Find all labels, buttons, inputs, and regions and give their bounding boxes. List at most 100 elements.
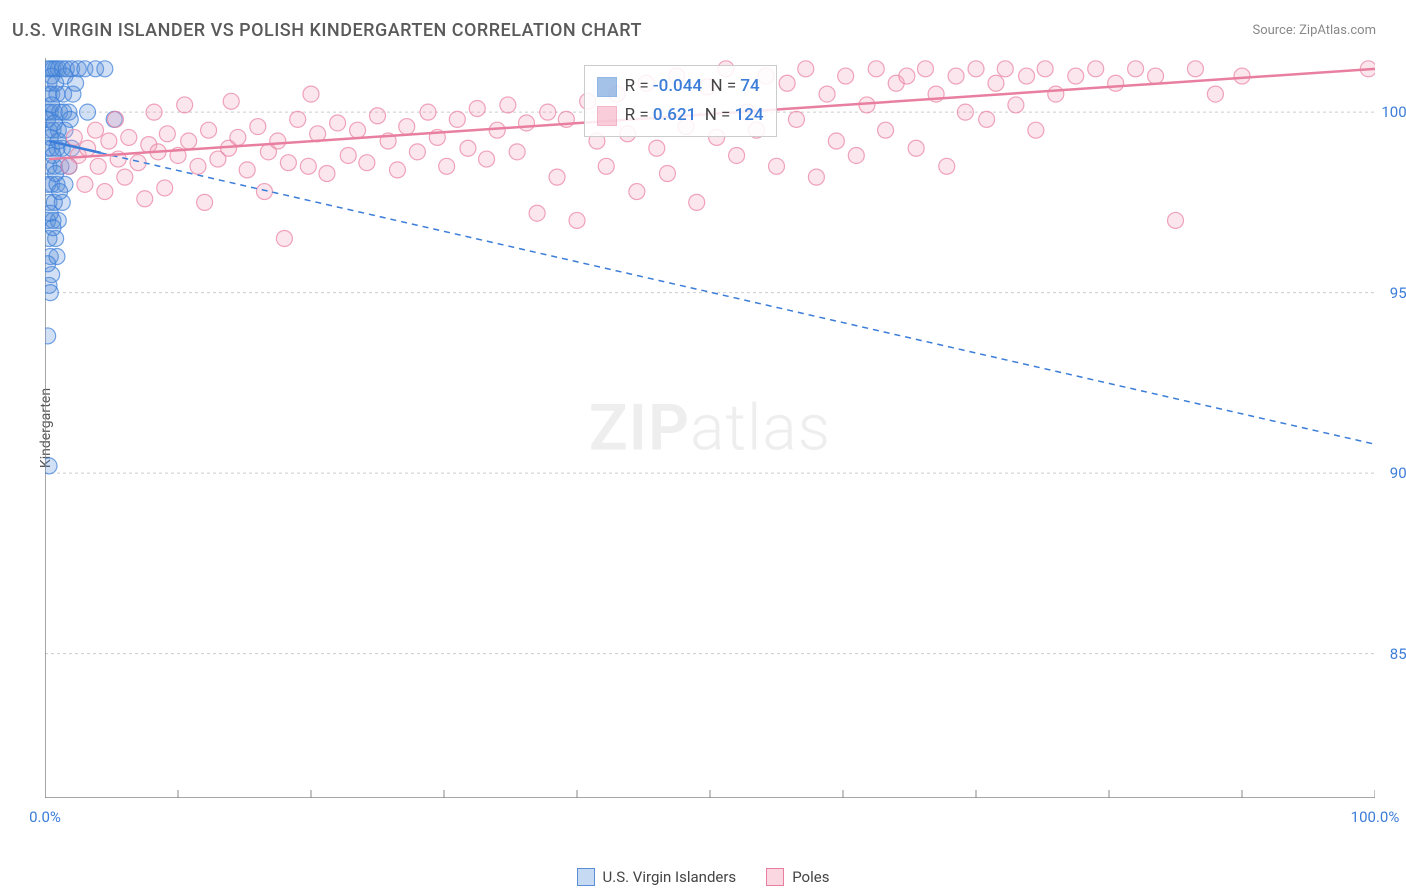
data-point — [190, 158, 206, 174]
data-point — [1108, 75, 1124, 91]
data-point — [439, 158, 455, 174]
y-tick-label: 85.0% — [1390, 645, 1406, 663]
data-point — [1048, 86, 1064, 102]
x-tick-label: 0.0% — [29, 808, 61, 826]
data-point — [121, 129, 137, 145]
y-tick-label: 100.0% — [1381, 103, 1406, 121]
y-tick-label: 90.0% — [1390, 464, 1406, 482]
data-point — [449, 111, 465, 127]
data-point — [939, 158, 955, 174]
legend-label: Poles — [792, 868, 829, 886]
data-point — [1207, 86, 1223, 102]
data-point — [223, 93, 239, 109]
data-point — [181, 133, 197, 149]
data-point — [389, 162, 405, 178]
x-tick-label: 100.0% — [1351, 808, 1400, 826]
data-point — [330, 115, 346, 131]
data-point — [117, 169, 133, 185]
data-point — [45, 328, 56, 344]
data-point — [649, 140, 665, 156]
data-point — [90, 158, 106, 174]
data-point — [101, 133, 117, 149]
legend-swatch — [597, 77, 617, 97]
data-point — [300, 158, 316, 174]
data-point — [45, 285, 58, 301]
stats-legend-row: R = 0.621 N = 124 — [597, 101, 764, 130]
data-point — [130, 155, 146, 171]
data-point — [1068, 68, 1084, 84]
data-point — [250, 119, 266, 135]
legend-swatch — [766, 868, 784, 886]
chart-title: U.S. VIRGIN ISLANDER VS POLISH KINDERGAR… — [12, 20, 642, 41]
data-point — [629, 184, 645, 200]
data-point — [868, 61, 884, 77]
data-point — [45, 220, 61, 236]
data-point — [290, 111, 306, 127]
data-point — [469, 101, 485, 117]
data-point — [340, 147, 356, 163]
data-point — [460, 140, 476, 156]
data-point — [848, 147, 864, 163]
data-point — [769, 158, 785, 174]
chart-header: U.S. VIRGIN ISLANDER VS POLISH KINDERGAR… — [0, 0, 1406, 51]
data-point — [1028, 122, 1044, 138]
data-point — [798, 61, 814, 77]
data-point — [62, 111, 78, 127]
data-point — [88, 122, 104, 138]
data-point — [157, 180, 173, 196]
data-point — [97, 61, 113, 77]
data-point — [598, 158, 614, 174]
data-point — [878, 122, 894, 138]
data-point — [420, 104, 436, 120]
data-point — [518, 115, 534, 131]
data-point — [808, 169, 824, 185]
data-point — [177, 97, 193, 113]
stats-legend-row: R = -0.044 N = 74 — [597, 72, 764, 101]
legend-label: U.S. Virgin Islanders — [603, 868, 737, 886]
data-point — [319, 166, 335, 182]
data-point — [689, 194, 705, 210]
data-point — [479, 151, 495, 167]
data-point — [303, 86, 319, 102]
legend-swatch — [577, 868, 595, 886]
data-point — [788, 111, 804, 127]
data-point — [917, 61, 933, 77]
data-point — [409, 144, 425, 160]
data-point — [52, 184, 68, 200]
data-point — [370, 108, 386, 124]
data-point — [137, 191, 153, 207]
series-legend: U.S. Virgin Islanders Poles — [0, 868, 1406, 886]
data-point — [988, 75, 1004, 91]
data-point — [509, 144, 525, 160]
data-point — [1187, 61, 1203, 77]
data-point — [979, 111, 995, 127]
data-point — [146, 104, 162, 120]
scatter-plot — [45, 58, 1375, 798]
data-point — [45, 458, 57, 474]
series-legend-item: Poles — [766, 868, 829, 886]
data-point — [97, 184, 113, 200]
data-point — [899, 68, 915, 84]
data-point — [1019, 68, 1035, 84]
data-point — [45, 256, 56, 272]
data-point — [819, 86, 835, 102]
data-point — [779, 75, 795, 91]
data-point — [45, 147, 61, 163]
data-point — [1148, 68, 1164, 84]
data-point — [1128, 61, 1144, 77]
data-point — [659, 166, 675, 182]
data-point — [500, 97, 516, 113]
data-point — [1234, 68, 1250, 84]
data-point — [359, 155, 375, 171]
chart-area: ZIPatlas R = -0.044 N = 74R = 0.621 N = … — [45, 58, 1375, 798]
data-point — [66, 129, 82, 145]
data-point — [968, 61, 984, 77]
series-legend-item: U.S. Virgin Islanders — [577, 868, 737, 886]
data-point — [270, 133, 286, 149]
data-point — [48, 75, 64, 91]
y-tick-label: 95.0% — [1390, 284, 1406, 302]
chart-source: Source: ZipAtlas.com — [1252, 23, 1376, 38]
legend-swatch — [597, 106, 617, 126]
data-point — [549, 169, 565, 185]
data-point — [280, 155, 296, 171]
